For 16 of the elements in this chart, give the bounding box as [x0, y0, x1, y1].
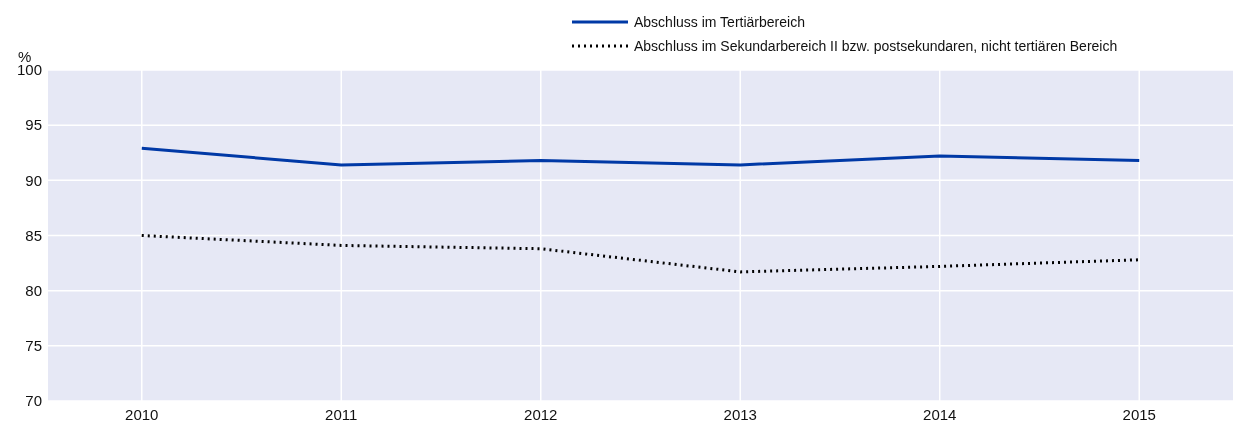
y-tick-label: 85	[25, 226, 42, 244]
line-series	[140, 234, 1141, 274]
y-tick-label: 95	[25, 116, 42, 134]
x-tick-label: 2013	[723, 406, 757, 423]
y-tick-label: 75	[25, 337, 42, 355]
x-tick-label: 2014	[923, 406, 957, 423]
legend-label: Abschluss im Sekundarbereich II bzw. postsekundaren, nicht tertiären Bereich	[634, 37, 1118, 54]
legend-label: Abschluss im Tertiärbereich	[634, 13, 805, 30]
x-tick-label: 2011	[325, 406, 358, 423]
x-tick-label: 2015	[1122, 406, 1156, 423]
x-tick-label: 2010	[125, 406, 159, 423]
x-tick-label: 2012	[524, 406, 558, 423]
y-tick-label: 70	[25, 392, 42, 410]
line-series	[140, 146, 1141, 167]
y-tick-label: 90	[25, 171, 42, 189]
y-tick-label: 80	[25, 281, 42, 299]
